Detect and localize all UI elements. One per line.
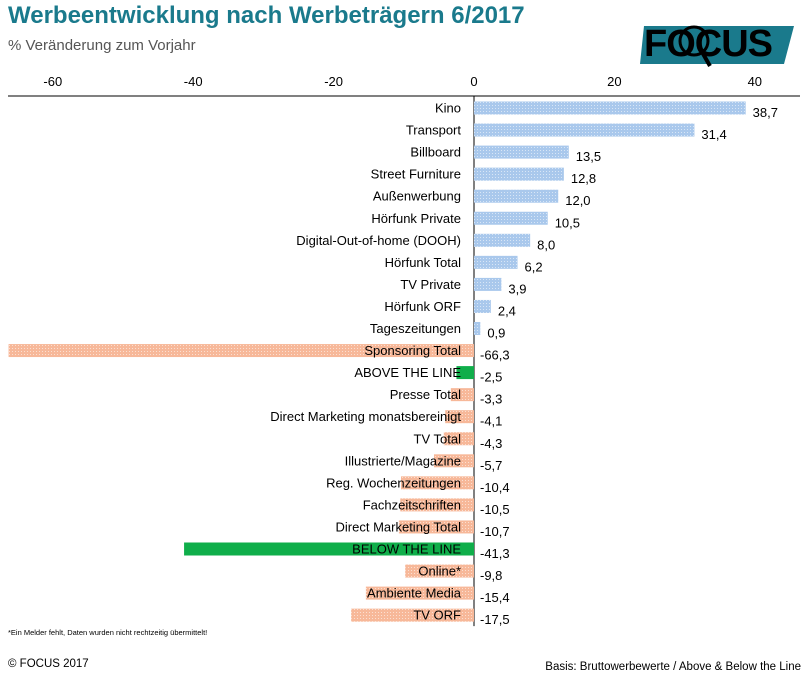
- category-label: Digital-Out-of-home (DOOH): [296, 233, 461, 248]
- bar-texture: [445, 410, 474, 424]
- category-label: TV ORF: [413, 608, 461, 623]
- category-label: TV Total: [414, 431, 462, 446]
- category-label: Online*: [418, 564, 461, 579]
- bar-texture: [474, 101, 746, 115]
- bar-texture: [398, 520, 474, 534]
- value-label: -3,3: [480, 392, 502, 407]
- value-label: -5,7: [480, 458, 502, 473]
- value-label: 0,9: [487, 326, 505, 341]
- focus-logo: FOCUS: [640, 23, 794, 67]
- category-label: Reg. Wochenzeitungen: [326, 475, 461, 490]
- chart-title: Werbeentwicklung nach Werbeträgern 6/201…: [8, 2, 525, 29]
- bar-texture: [474, 167, 564, 181]
- chart-subtitle: % Veränderung zum Vorjahr: [8, 37, 196, 54]
- category-label: Direct Marketing Total: [336, 519, 462, 534]
- category-label: Transport: [406, 123, 462, 138]
- bar-texture: [474, 299, 491, 313]
- bar-texture: [433, 454, 474, 468]
- category-label: Ambiente Media: [367, 586, 462, 601]
- bar: [184, 542, 474, 556]
- x-tick-label: -40: [184, 74, 203, 89]
- data-basis: Basis: Bruttowerbewerte / Above & Below …: [545, 661, 801, 673]
- category-label: Außenwerbung: [373, 189, 461, 204]
- x-tick-label: 0: [470, 74, 477, 89]
- bar-texture: [474, 123, 695, 137]
- value-label: 12,0: [565, 193, 590, 208]
- category-label: Illustrierte/Magazine: [345, 453, 461, 468]
- bar-texture: [474, 255, 518, 269]
- bar-texture: [365, 586, 474, 600]
- value-label: -9,8: [480, 568, 502, 583]
- x-tick-label: -60: [43, 74, 62, 89]
- x-axis: -60 -40 -20 0 20 40: [8, 74, 800, 627]
- category-label: Street Furniture: [371, 167, 461, 182]
- value-label: 38,7: [753, 105, 778, 120]
- bar-texture: [351, 608, 474, 622]
- value-label: 10,5: [555, 215, 580, 230]
- value-label: -10,5: [480, 502, 510, 517]
- bar-texture: [443, 432, 474, 446]
- value-label: -66,3: [480, 348, 510, 363]
- value-label: -10,4: [480, 480, 510, 495]
- category-label: Billboard: [410, 145, 461, 160]
- bar-texture: [400, 498, 474, 512]
- bar-texture: [405, 564, 474, 578]
- x-tick-label: -20: [324, 74, 343, 89]
- value-label: -15,4: [480, 590, 510, 605]
- bar: [456, 366, 474, 380]
- labels: Kino 38,7 Transport 31,4 Billboard 13,5 Street…: [270, 101, 778, 628]
- bar-texture: [450, 388, 474, 402]
- value-label: -4,1: [480, 414, 502, 429]
- value-label: 31,4: [701, 127, 726, 142]
- category-label: Hörfunk Private: [371, 211, 461, 226]
- category-label: Sponsoring Total: [364, 343, 461, 358]
- value-label: -10,7: [480, 524, 510, 539]
- value-label: -2,5: [480, 370, 502, 385]
- bar-texture: [474, 211, 548, 225]
- footnote: *Ein Melder fehlt, Daten wurden nicht re…: [8, 628, 208, 637]
- value-label: 13,5: [576, 149, 601, 164]
- category-label: Hörfunk ORF: [384, 299, 461, 314]
- category-label: Hörfunk Total: [385, 255, 461, 270]
- value-label: 8,0: [537, 237, 555, 252]
- bar-texture: [474, 277, 502, 291]
- category-label: BELOW THE LINE: [352, 542, 461, 557]
- category-label: Fachzeitschriften: [363, 497, 461, 512]
- category-label: Kino: [435, 101, 461, 116]
- x-tick-label: 20: [607, 74, 621, 89]
- bar-texture: [400, 476, 474, 490]
- x-tick-label: 40: [748, 74, 762, 89]
- value-label: 12,8: [571, 171, 596, 186]
- bar-texture: [474, 189, 559, 203]
- value-label: 3,9: [508, 281, 526, 296]
- value-label: -4,3: [480, 436, 502, 451]
- category-label: TV Private: [400, 277, 461, 292]
- value-label: -17,5: [480, 612, 510, 627]
- value-label: 6,2: [525, 259, 543, 274]
- category-label: Direct Marketing monatsbereinigt: [270, 409, 461, 424]
- copyright: © FOCUS 2017: [8, 658, 89, 670]
- bar-texture: [474, 233, 531, 247]
- category-label: Presse Total: [390, 387, 461, 402]
- bars: [8, 101, 746, 622]
- category-label: ABOVE THE LINE: [354, 365, 461, 380]
- bar-texture: [8, 344, 474, 358]
- value-label: -41,3: [480, 546, 510, 561]
- bar-texture: [474, 145, 569, 159]
- category-label: Tageszeitungen: [370, 321, 461, 336]
- value-label: 2,4: [498, 303, 516, 318]
- bar-texture: [474, 322, 481, 335]
